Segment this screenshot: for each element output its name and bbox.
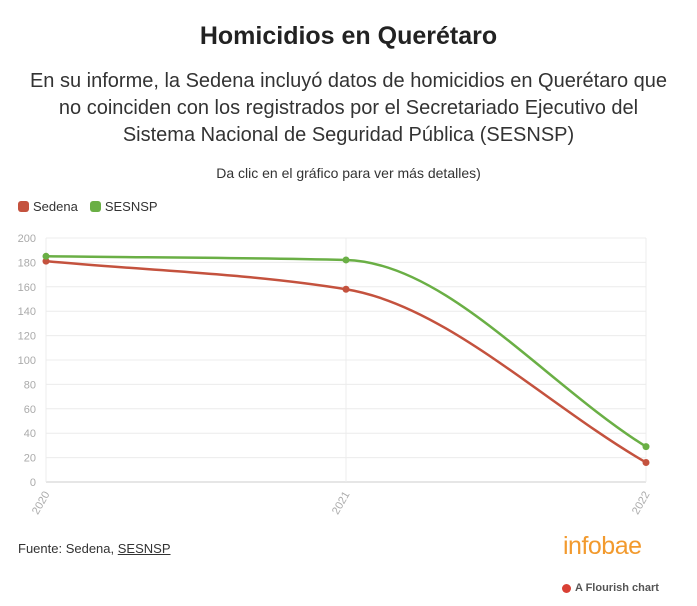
legend-item[interactable]: Sedena [18,199,78,214]
data-point[interactable] [642,458,650,466]
x-tick-label: 2021 [330,490,353,517]
chart-subtitle: En su informe, la Sedena incluyó datos d… [29,70,668,146]
y-tick-label: 40 [24,428,36,440]
source: Fuente: Sedena, SESNSP [18,541,171,556]
legend-swatch [89,201,101,212]
legend-item[interactable]: SESNSP [89,199,158,214]
flourish-icon [562,584,571,593]
y-tick-label: 20 [24,453,36,465]
y-tick-label: 160 [18,282,36,294]
data-point[interactable] [42,252,50,260]
y-tick-label: 180 [18,257,36,269]
y-tick-label: 0 [30,477,36,489]
logo[interactable]: infobae [563,532,642,560]
y-tick-label: 200 [18,233,36,245]
chart[interactable]: 0 20 40 60 80 100 120 140 160 180 200 2020 2021 2022 [0,225,697,525]
legend-swatch [18,201,29,212]
data-point[interactable] [342,256,350,264]
chart-note: Da clic en el gráfico para ver más detal… [216,165,481,181]
legend-label: Sedena [33,199,78,214]
x-tick-label: 2020 [30,490,53,517]
y-tick-label: 140 [18,306,36,318]
source-label: Fuente: Sedena, [18,541,115,556]
data-point[interactable] [642,443,650,451]
y-tick-label: 60 [24,404,36,416]
legend-label: SESNSP [104,199,158,214]
source-link[interactable]: SESNSP [117,541,171,556]
data-point[interactable] [342,285,350,293]
legend: Sedena SESNSP [18,199,158,214]
flourish-credit[interactable]: A Flourish chart [575,582,659,594]
y-tick-label: 80 [24,379,36,391]
x-tick-label: 2022 [630,490,653,517]
data-point[interactable] [42,257,50,265]
y-tick-label: 100 [18,355,36,367]
chart-title: Homicidios en Querétaro [199,22,498,50]
y-tick-label: 120 [18,331,36,343]
